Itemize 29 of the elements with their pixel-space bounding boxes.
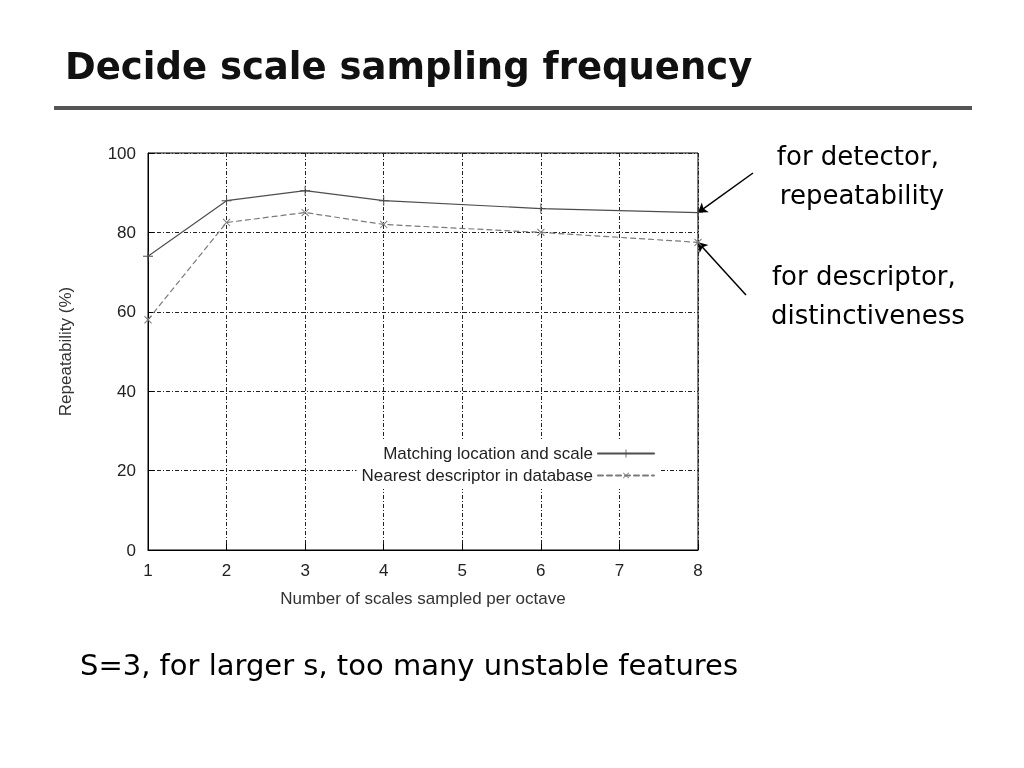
legend-label: Matching location and scale [383, 444, 593, 463]
x-tick-label: 6 [536, 561, 546, 580]
point [301, 208, 310, 217]
legend-label: Nearest descriptor in database [361, 466, 593, 485]
y-tick-label: 40 [117, 381, 136, 401]
x-tick-label: 7 [614, 561, 625, 580]
y-tick-label: 20 [117, 461, 136, 481]
point [536, 228, 545, 237]
y-tick-label: 0 [126, 540, 136, 560]
point [300, 185, 311, 196]
point [378, 195, 389, 206]
annotation: for detector, repeatability [776, 140, 948, 210]
y-tick-label: 100 [107, 143, 136, 163]
x-tick-label: 4 [378, 561, 389, 580]
x-tick-label: 2 [221, 561, 232, 580]
y-tick-label: 60 [117, 302, 136, 322]
x-axis-title: Number of scales sampled per octave [280, 589, 566, 608]
x-tick-label: 5 [457, 561, 468, 580]
annotation: for descriptor, distinctiveness [771, 260, 965, 330]
x-tick-label: 8 [693, 561, 703, 580]
point [221, 195, 232, 206]
chart-title: Decide scale sampling frequency [65, 45, 753, 88]
x-tick-label: 3 [300, 561, 310, 580]
y-tick-label: 80 [117, 222, 136, 242]
point [143, 251, 153, 262]
point [694, 238, 702, 247]
text: S=3, for larger s, too many unstable features [80, 647, 739, 682]
y-axis-title: Repeatability (%) [56, 286, 75, 417]
x-tick-label: 1 [143, 561, 153, 580]
